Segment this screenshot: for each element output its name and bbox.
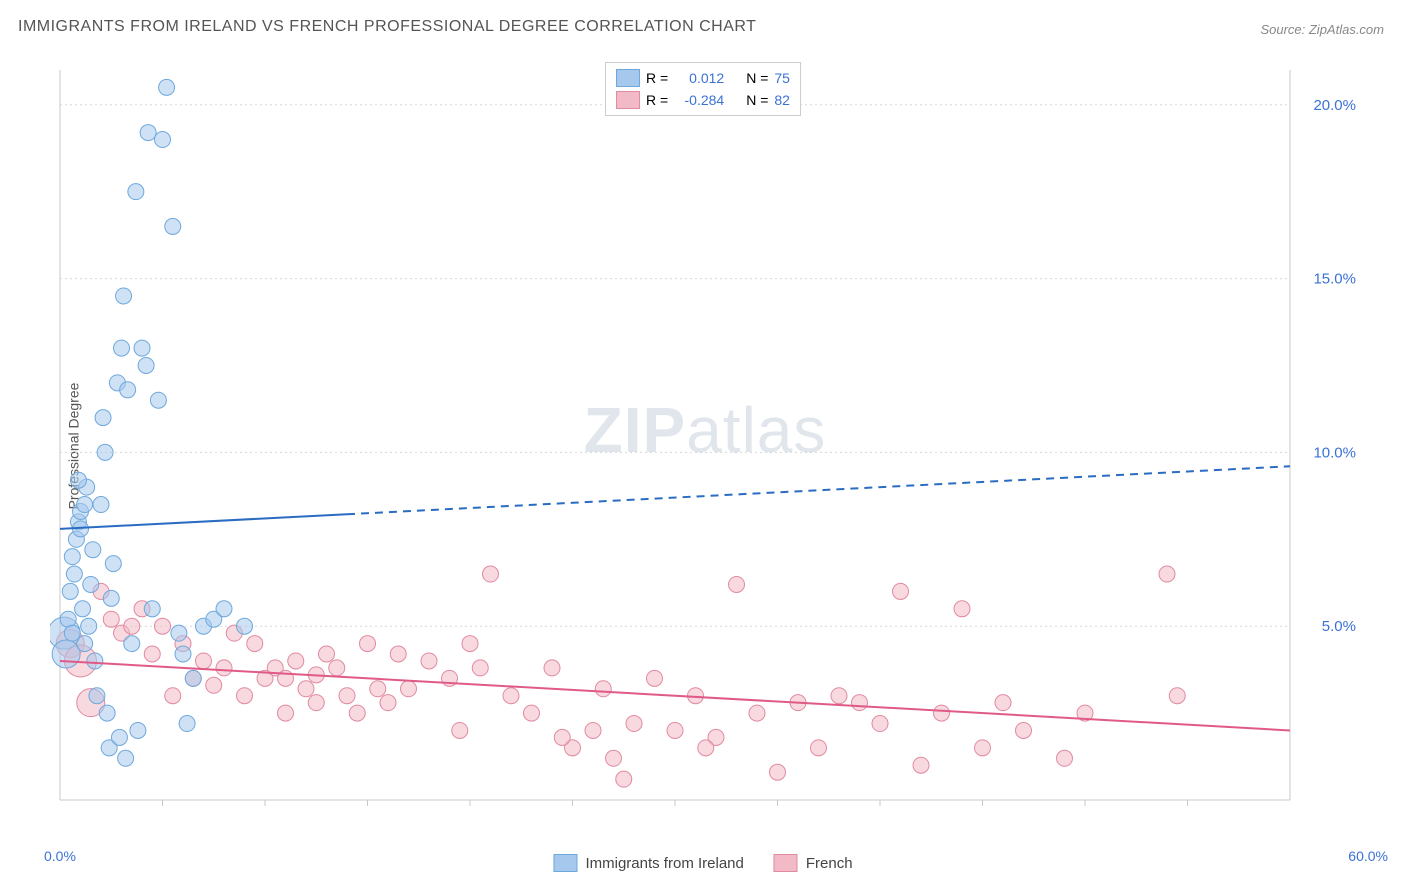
legend-label-series2: French [806, 855, 853, 872]
n-value: 75 [774, 70, 790, 86]
x-min-label: 0.0% [44, 848, 76, 864]
scatter-plot-svg: 5.0% 10.0% 15.0% 20.0% [50, 60, 1360, 830]
series-legend: Immigrants from Ireland French [553, 854, 852, 872]
r-label: R = [646, 70, 668, 86]
r-label: R = [646, 92, 668, 108]
swatch-series1 [616, 69, 640, 87]
chart-title: IMMIGRANTS FROM IRELAND VS FRENCH PROFES… [18, 18, 756, 36]
source-prefix: Source: [1260, 22, 1308, 37]
correlation-legend-row-1: R = 0.012 N = 75 [616, 67, 790, 89]
swatch-series2-icon [774, 854, 798, 872]
svg-text:15.0%: 15.0% [1313, 271, 1356, 288]
correlation-legend: R = 0.012 N = 75 R = -0.284 N = 82 [605, 62, 801, 116]
legend-label-series1: Immigrants from Ireland [585, 855, 743, 872]
source-name: ZipAtlas.com [1309, 22, 1384, 37]
r-value: -0.284 [674, 92, 724, 108]
correlation-legend-row-2: R = -0.284 N = 82 [616, 89, 790, 111]
svg-text:10.0%: 10.0% [1313, 444, 1356, 461]
n-label: N = [746, 70, 768, 86]
legend-item-series2: French [774, 854, 853, 872]
x-max-label: 60.0% [1348, 848, 1388, 864]
r-value: 0.012 [674, 70, 724, 86]
svg-text:20.0%: 20.0% [1313, 97, 1356, 114]
n-label: N = [746, 92, 768, 108]
swatch-series1-icon [553, 854, 577, 872]
source-attribution: Source: ZipAtlas.com [1260, 22, 1384, 37]
swatch-series2 [616, 91, 640, 109]
chart-container: IMMIGRANTS FROM IRELAND VS FRENCH PROFES… [0, 0, 1406, 892]
legend-item-series1: Immigrants from Ireland [553, 854, 743, 872]
svg-text:5.0%: 5.0% [1322, 618, 1356, 635]
n-value: 82 [774, 92, 790, 108]
plot-area: 5.0%10.0%15.0%20.0% ZIPatlas [50, 60, 1360, 830]
